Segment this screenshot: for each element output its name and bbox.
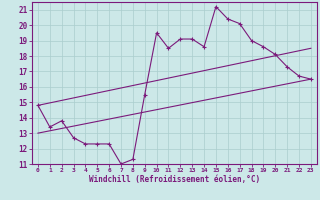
- X-axis label: Windchill (Refroidissement éolien,°C): Windchill (Refroidissement éolien,°C): [89, 175, 260, 184]
